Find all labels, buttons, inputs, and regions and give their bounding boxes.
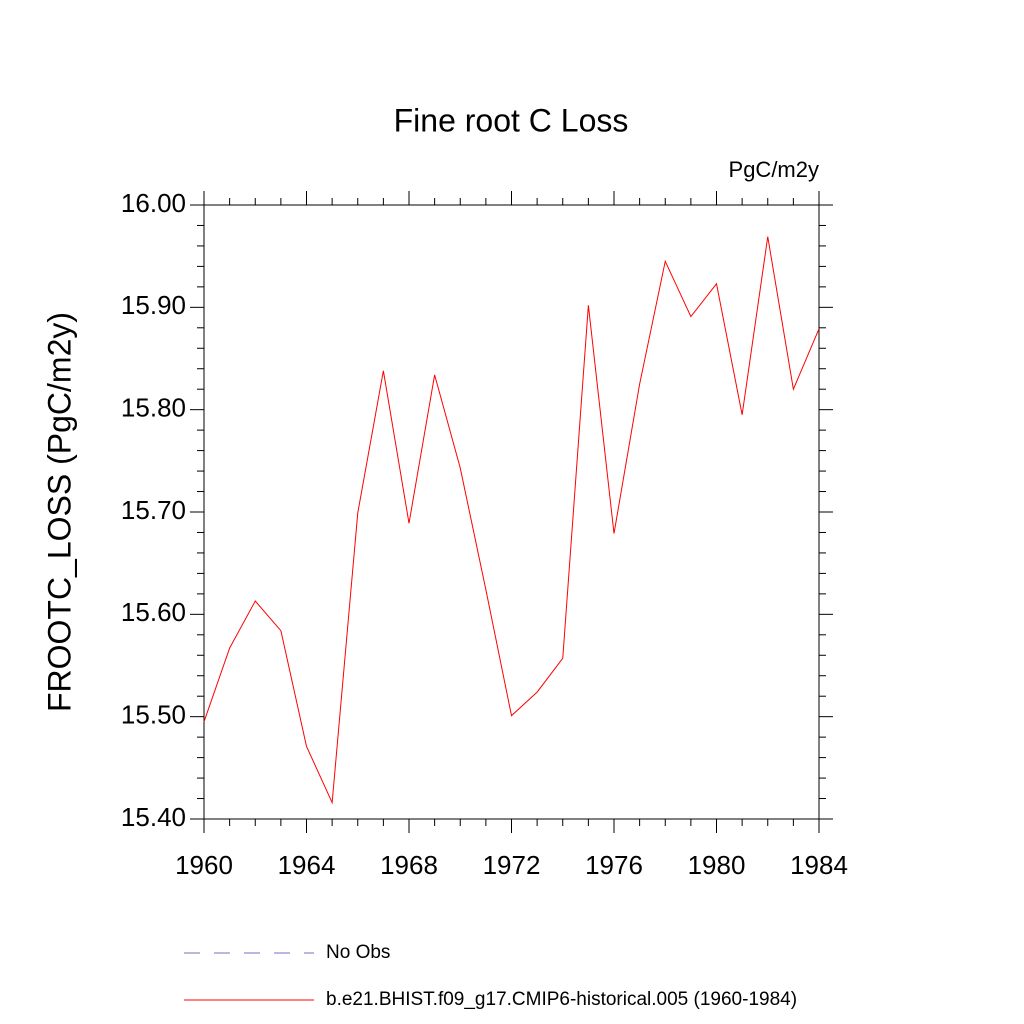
x-tick-label: 1972 (483, 850, 541, 880)
y-tick-label: 15.40 (121, 802, 186, 832)
y-tick-label: 15.80 (121, 393, 186, 423)
x-tick-label: 1968 (380, 850, 438, 880)
legend-label: b.e21.BHIST.f09_g17.CMIP6-historical.005… (326, 989, 797, 1010)
x-tick-label: 1964 (278, 850, 336, 880)
x-tick-label: 1984 (790, 850, 848, 880)
plot-frame (203, 204, 820, 820)
data-line (203, 236, 820, 805)
y-tick-label: 15.60 (121, 597, 186, 627)
chart-title: Fine root C Loss (394, 102, 629, 138)
x-tick-label: 1976 (585, 850, 643, 880)
y-tick-label: 15.50 (121, 700, 186, 730)
legend-label: No Obs (326, 942, 390, 963)
y-tick-label: 16.00 (121, 188, 186, 218)
units-label: PgC/m2y (729, 157, 819, 182)
x-tick-label: 1960 (175, 850, 233, 880)
x-tick-label: 1980 (688, 850, 746, 880)
y-axis-label: FROOTC_LOSS (PgC/m2y) (41, 312, 77, 712)
y-tick-label: 15.70 (121, 495, 186, 525)
y-tick-label: 15.90 (121, 290, 186, 320)
